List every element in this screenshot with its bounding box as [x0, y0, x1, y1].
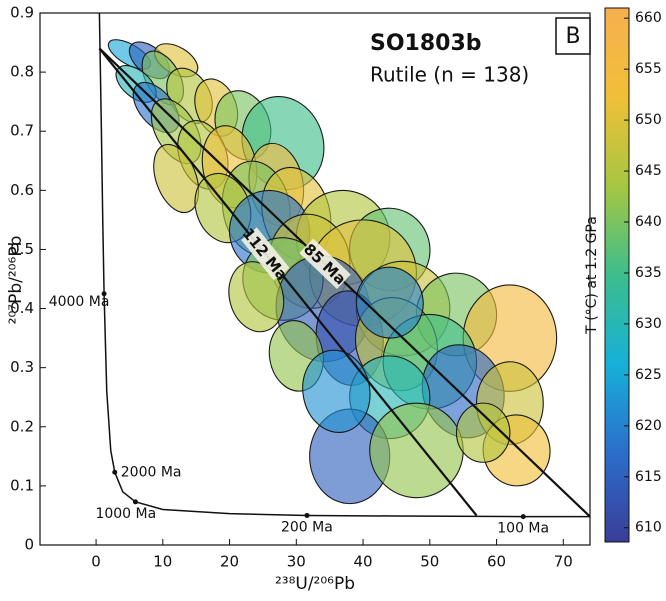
concordia-age-label: 100 Ma	[497, 521, 549, 537]
concordia-age-point	[101, 291, 107, 297]
y-tick-label: 0.8	[10, 63, 34, 81]
concordia-age-point	[112, 469, 118, 475]
y-tick-label: 0.4	[10, 299, 34, 317]
chart-subtitle: Rutile (n = 138)	[370, 63, 529, 87]
y-axis-label: ²⁰⁷Pb/²⁰⁶Pb	[6, 236, 26, 325]
colorbar-tick-label: 625	[635, 367, 662, 383]
discordia-line	[98, 47, 478, 517]
colorbar-tick-label: 610	[635, 520, 662, 536]
colorbar-label: T (°C) at 1.2 GPa	[584, 216, 600, 335]
concordia-age-point	[304, 512, 310, 518]
discordia-label-bg	[299, 238, 351, 290]
colorbar-tick-label: 620	[635, 418, 662, 434]
ellipse	[153, 143, 200, 214]
concordia-age-label: 2000 Ma	[121, 464, 182, 480]
x-axis-label: ²³⁸U/²⁰⁶Pb	[275, 574, 355, 594]
discordia-label-bg	[241, 227, 290, 281]
panel-box	[555, 17, 591, 55]
concordia-age-label: 1000 Ma	[95, 506, 156, 522]
colorbar-tick-label: 645	[635, 163, 662, 179]
y-tick-label: 0.9	[10, 4, 34, 22]
x-tick-label: 40	[354, 553, 373, 571]
concordia-age-label: 4000 Ma	[49, 294, 110, 310]
colorbar	[604, 7, 630, 543]
colorbar-tick-label: 655	[635, 61, 662, 77]
panel-label: B	[565, 24, 580, 49]
x-tick-label: 50	[420, 553, 439, 571]
axes-frame	[39, 12, 591, 546]
concordia-age-label: 200 Ma	[281, 519, 333, 535]
ellipse	[302, 349, 371, 434]
y-tick-label: 0	[24, 536, 34, 554]
ellipse	[228, 261, 285, 333]
y-tick-label: 0.7	[10, 122, 34, 140]
x-tick-label: 60	[487, 553, 506, 571]
x-tick-label: 0	[91, 553, 101, 571]
chart-title: SO1803b	[370, 31, 482, 56]
colorbar-tick-label: 635	[635, 265, 662, 281]
colorbar-tick-label: 630	[635, 316, 662, 332]
y-tick-label: 0.6	[10, 181, 34, 199]
colorbar-tick-label: 650	[635, 112, 662, 128]
y-tick-label: 0.3	[10, 358, 34, 376]
x-tick-label: 10	[153, 553, 172, 571]
colorbar-tick-label: 640	[635, 214, 662, 230]
ellipse	[455, 402, 511, 463]
concordia-curve	[98, 13, 590, 518]
x-tick-label: 70	[554, 553, 573, 571]
ellipse	[355, 266, 424, 339]
y-tick-label: 0.5	[10, 240, 34, 258]
colorbar-tick-label: 615	[635, 469, 662, 485]
y-tick-label: 0.1	[10, 476, 34, 494]
x-tick-label: 30	[287, 553, 306, 571]
concordia-age-point	[132, 499, 138, 505]
plot-area	[98, 13, 590, 518]
x-tick-label: 20	[220, 553, 239, 571]
y-tick-label: 0.2	[10, 417, 34, 435]
concordia-age-point	[520, 514, 526, 520]
discordia-line	[98, 47, 591, 518]
colorbar-tick-label: 660	[635, 10, 662, 26]
